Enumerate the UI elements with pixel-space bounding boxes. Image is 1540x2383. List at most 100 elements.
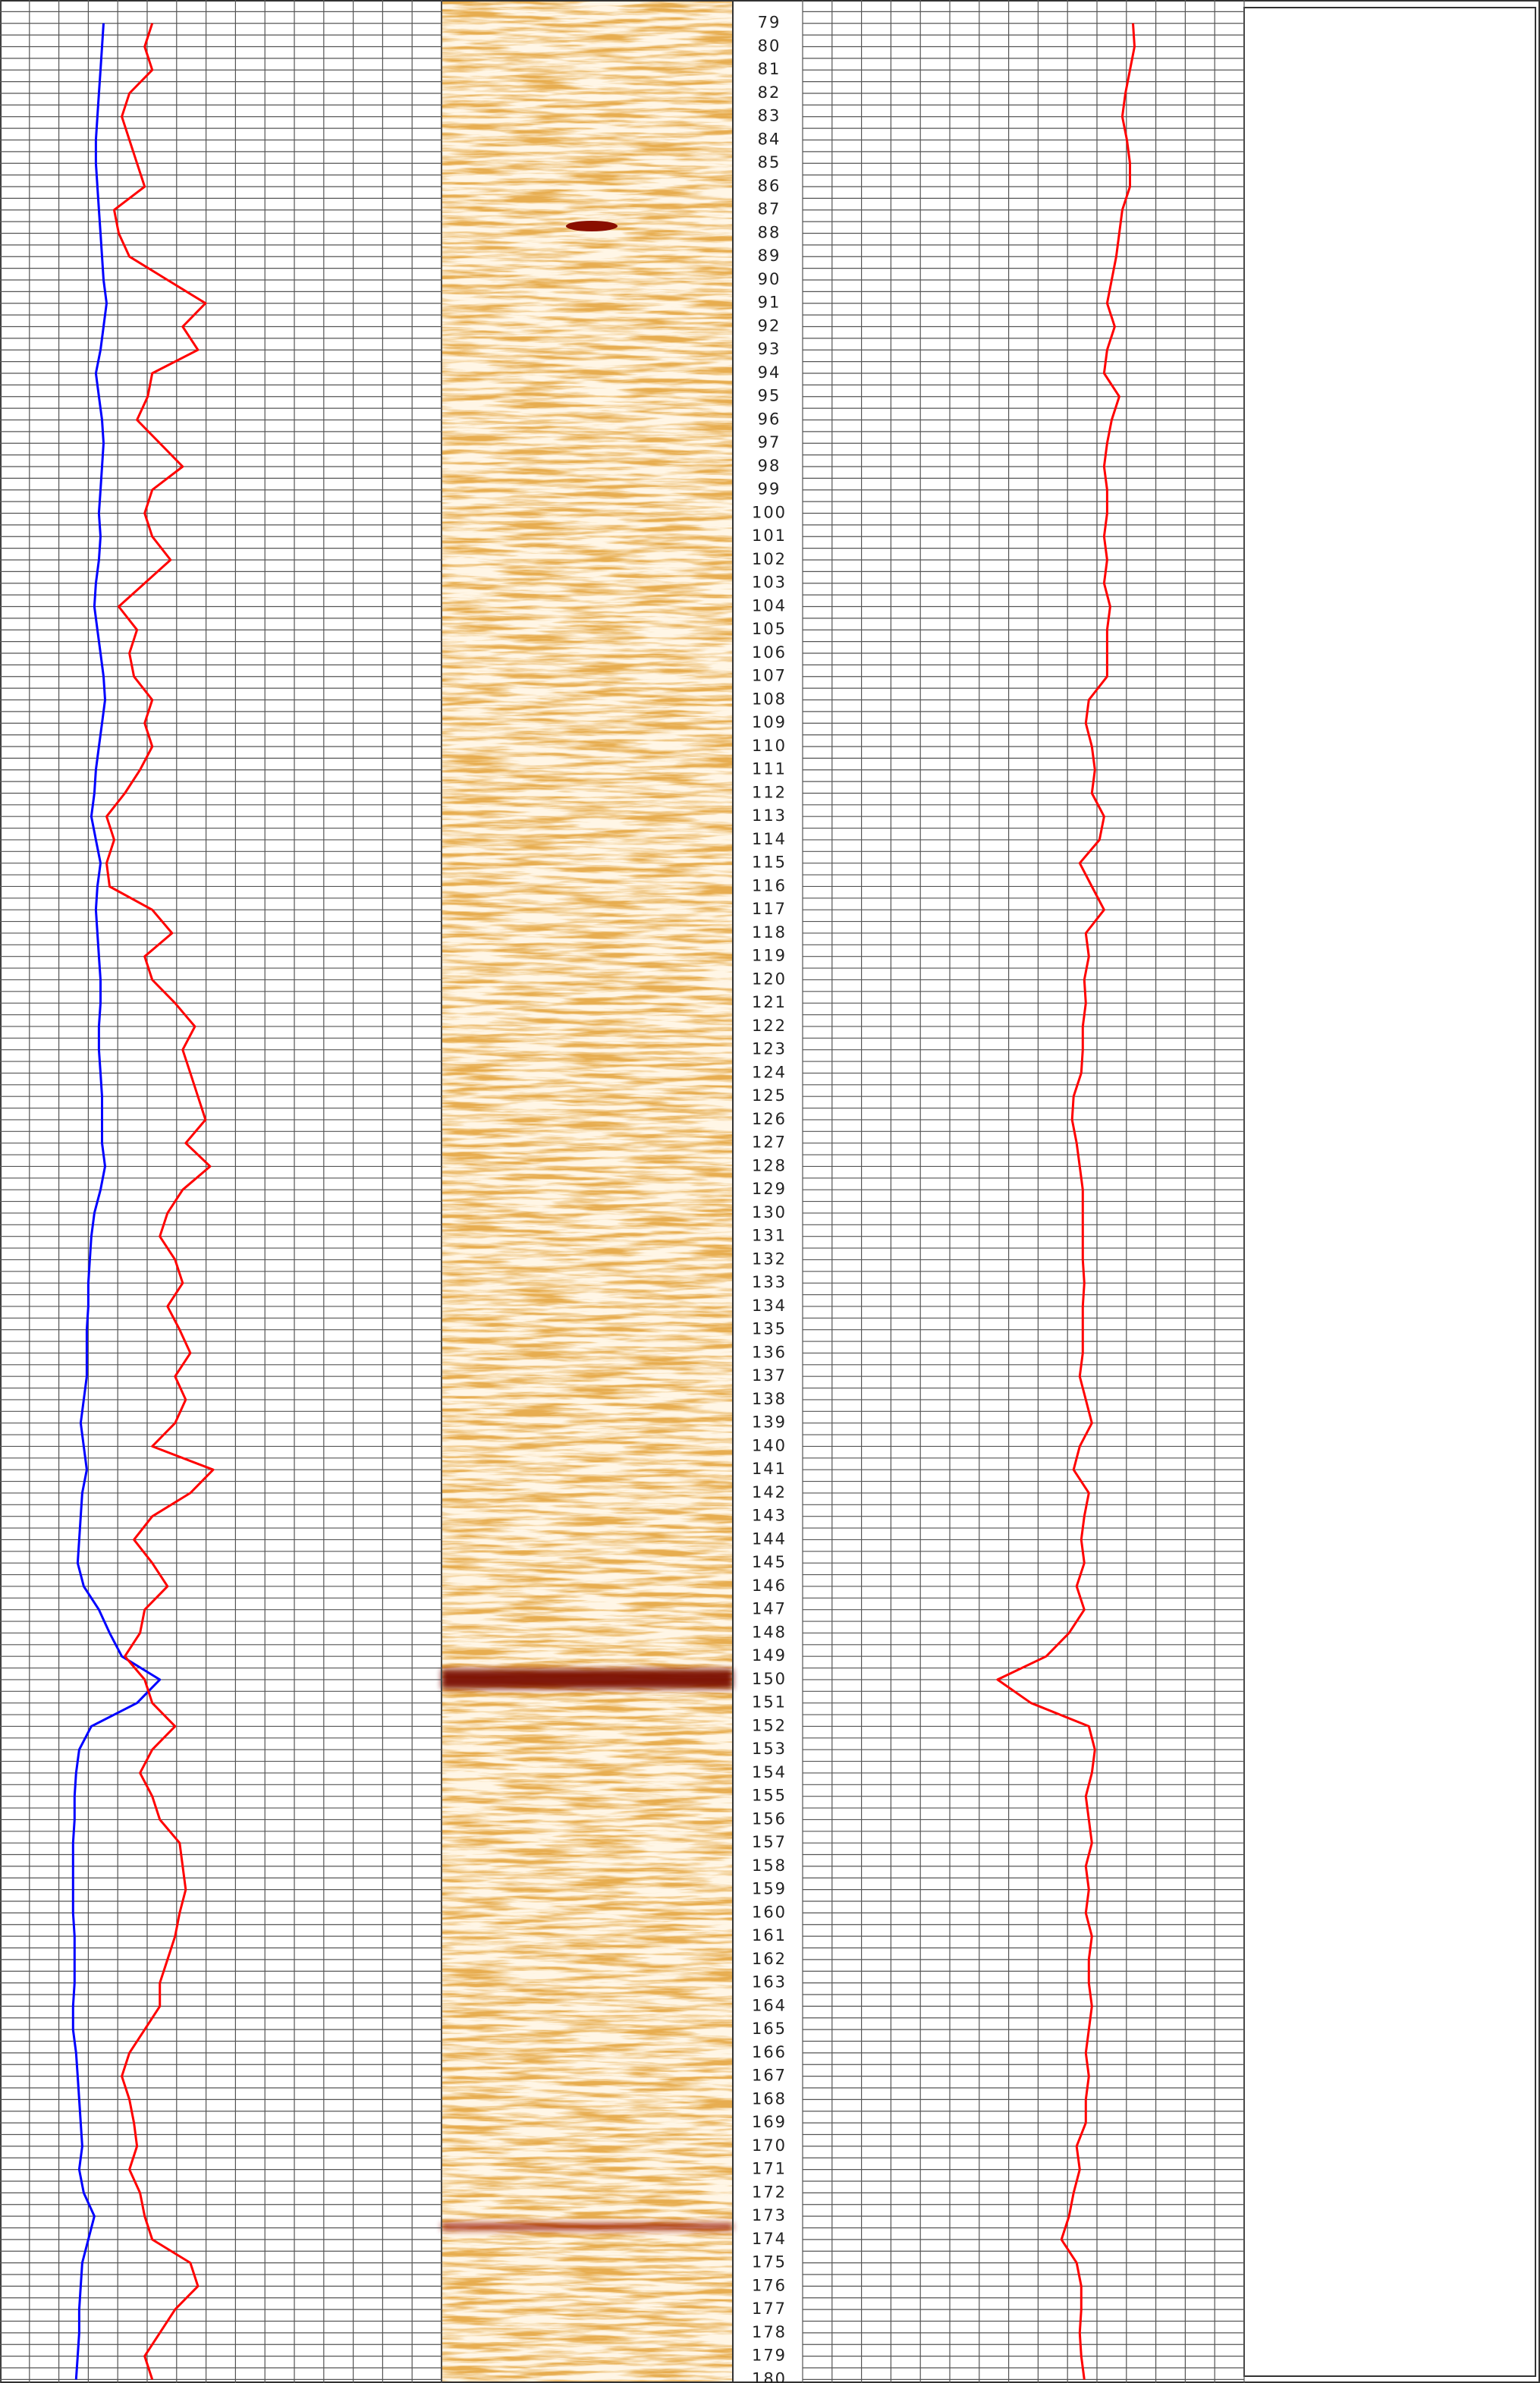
depth-tick-label: 157 bbox=[752, 1833, 787, 1851]
depth-tick-label: 177 bbox=[752, 2300, 787, 2318]
log-curve bbox=[996, 23, 1136, 2380]
depth-tick-label: 103 bbox=[752, 574, 787, 592]
depth-tick-label: 101 bbox=[752, 527, 787, 545]
depth-tick-label: 137 bbox=[752, 1366, 787, 1385]
depth-tick-label: 85 bbox=[758, 153, 781, 171]
image-dark-spot bbox=[566, 221, 618, 231]
depth-tick-label: 100 bbox=[752, 503, 787, 521]
curves bbox=[71, 23, 1136, 2380]
depth-tick-label: 102 bbox=[752, 550, 787, 568]
depth-tick-label: 153 bbox=[752, 1740, 787, 1758]
depth-tick-label: 172 bbox=[752, 2183, 787, 2201]
depth-tick-label: 178 bbox=[752, 2323, 787, 2341]
depth-tick-label: 160 bbox=[752, 1903, 787, 1921]
depth-tick-label: 120 bbox=[752, 970, 787, 988]
depth-tick-label: 180 bbox=[752, 2369, 787, 2383]
depth-tick-label: 93 bbox=[758, 340, 781, 358]
depth-tick-label: 150 bbox=[752, 1670, 787, 1688]
depth-tick-label: 142 bbox=[752, 1483, 787, 1501]
depth-tick-label: 122 bbox=[752, 1017, 787, 1035]
depth-tick-label: 90 bbox=[758, 270, 781, 288]
depth-tick-label: 106 bbox=[752, 643, 787, 662]
image-texture bbox=[442, 0, 733, 2383]
depth-tick-label: 149 bbox=[752, 1646, 787, 1665]
depth-tick-label: 92 bbox=[758, 316, 781, 335]
depth-tick-label: 166 bbox=[752, 2043, 787, 2061]
depth-tick-label: 117 bbox=[752, 900, 787, 918]
depth-tick-label: 139 bbox=[752, 1413, 787, 1432]
depth-tick-label: 165 bbox=[752, 2020, 787, 2038]
depth-tick-label: 158 bbox=[752, 1856, 787, 1875]
depth-tick-label: 121 bbox=[752, 993, 787, 1011]
depth-tick-label: 162 bbox=[752, 1950, 787, 1968]
depth-tick-label: 170 bbox=[752, 2136, 787, 2155]
log-curve bbox=[71, 23, 162, 2380]
depth-tick-label: 129 bbox=[752, 1180, 787, 1198]
depth-tick-label: 136 bbox=[752, 1343, 787, 1361]
depth-tick-label: 143 bbox=[752, 1507, 787, 1525]
depth-tick-label: 91 bbox=[758, 294, 781, 312]
image-dark-band bbox=[442, 1669, 733, 1689]
depth-tick-label: 138 bbox=[752, 1390, 787, 1408]
depth-tick-label: 126 bbox=[752, 1110, 787, 1128]
depth-tick-label: 104 bbox=[752, 596, 787, 615]
depth-tick-label: 144 bbox=[752, 1529, 787, 1548]
depth-tick-label: 98 bbox=[758, 457, 781, 475]
depth-tick-label: 132 bbox=[752, 1250, 787, 1268]
image-dark-band bbox=[442, 2223, 733, 2231]
depth-tick-label: 167 bbox=[752, 2067, 787, 2085]
depth-tick-label: 116 bbox=[752, 876, 787, 894]
depth-tick-label: 173 bbox=[752, 2206, 787, 2224]
depth-tick-label: 141 bbox=[752, 1460, 787, 1478]
depth-tick-label: 84 bbox=[758, 130, 781, 148]
depth-tick-label: 155 bbox=[752, 1787, 787, 1805]
depth-tick-label: 171 bbox=[752, 2160, 787, 2178]
depth-tick-label: 124 bbox=[752, 1063, 787, 1081]
depth-tick-label: 176 bbox=[752, 2276, 787, 2294]
depth-tick-label: 87 bbox=[758, 200, 781, 218]
log-curve bbox=[105, 23, 215, 2380]
depth-tick-label: 163 bbox=[752, 1973, 787, 1992]
depth-tick-label: 133 bbox=[752, 1273, 787, 1291]
depth-tick-label: 152 bbox=[752, 1716, 787, 1734]
depth-tick-label: 96 bbox=[758, 410, 781, 428]
depth-tick-label: 118 bbox=[752, 923, 787, 942]
depth-tick-label: 89 bbox=[758, 247, 781, 265]
depth-tick-label: 169 bbox=[752, 2113, 787, 2131]
depth-tick-label: 128 bbox=[752, 1156, 787, 1174]
depth-tick-label: 123 bbox=[752, 1040, 787, 1058]
depth-tick-label: 125 bbox=[752, 1086, 787, 1105]
depth-tick-label: 113 bbox=[752, 806, 787, 825]
depth-tick-label: 134 bbox=[752, 1297, 787, 1315]
depth-tick-label: 81 bbox=[758, 60, 781, 78]
depth-tick-label: 115 bbox=[752, 854, 787, 872]
depth-tick-label: 109 bbox=[752, 713, 787, 731]
depth-tick-label: 145 bbox=[752, 1553, 787, 1571]
image-track bbox=[441, 0, 734, 2383]
grid bbox=[0, 0, 1245, 2383]
depth-tick-label: 82 bbox=[758, 83, 781, 102]
depth-tick-label: 168 bbox=[752, 2089, 787, 2108]
depth-tick-label: 175 bbox=[752, 2253, 787, 2271]
depth-tick-label: 107 bbox=[752, 667, 787, 685]
depth-labels: 79 80 81 82 83 84 85 86 87 88 89 90 91 92 93 94 95 96 97 98… bbox=[752, 14, 787, 2383]
depth-tick-label: 174 bbox=[752, 2230, 787, 2248]
depth-tick-label: 161 bbox=[752, 1926, 787, 1944]
depth-tick-label: 112 bbox=[752, 783, 787, 801]
depth-tick-label: 140 bbox=[752, 1436, 787, 1454]
depth-tick-label: 86 bbox=[758, 177, 781, 195]
depth-tick-label: 130 bbox=[752, 1203, 787, 1221]
depth-tick-label: 135 bbox=[752, 1320, 787, 1338]
depth-tick-label: 94 bbox=[758, 363, 781, 382]
depth-tick-label: 164 bbox=[752, 1996, 787, 2014]
depth-tick-label: 83 bbox=[758, 107, 781, 125]
depth-tick-label: 127 bbox=[752, 1133, 787, 1152]
depth-tick-label: 88 bbox=[758, 223, 781, 241]
depth-tick-label: 159 bbox=[752, 1880, 787, 1898]
depth-tick-label: 95 bbox=[758, 387, 781, 405]
depth-tick-label: 179 bbox=[752, 2347, 787, 2365]
depth-tick-label: 97 bbox=[758, 433, 781, 451]
depth-tick-label: 79 bbox=[758, 14, 781, 32]
